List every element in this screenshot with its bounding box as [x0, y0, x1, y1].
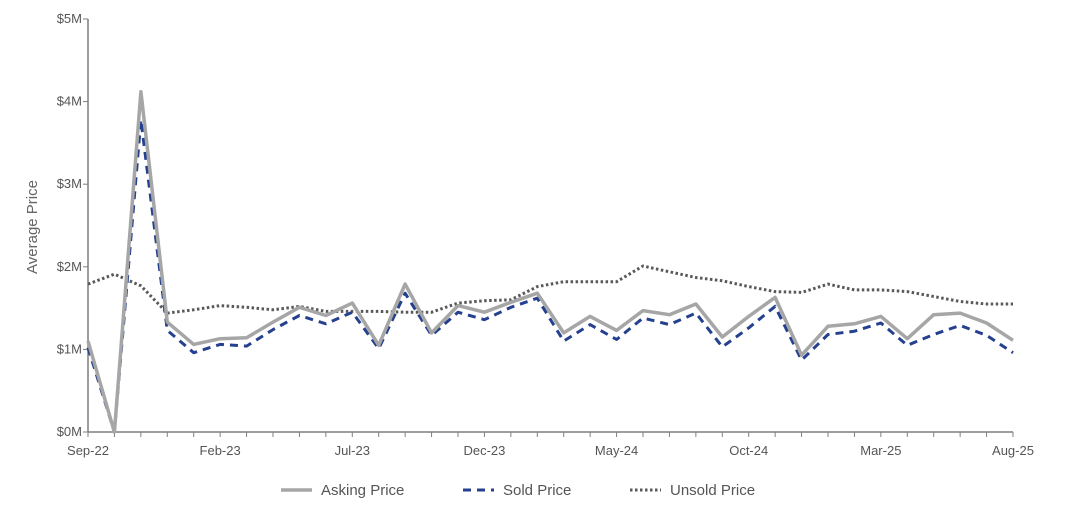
x-tick-label: Oct-24	[729, 443, 768, 458]
series-line-sold-price	[86, 118, 1014, 434]
legend-label-asking-price: Asking Price	[321, 482, 404, 499]
series-line-asking-price	[86, 89, 1014, 434]
legend-label-unsold-price: Unsold Price	[670, 482, 755, 499]
y-axis: $0M $1M $2M $3M $4M $5M	[57, 11, 89, 439]
y-axis-title: Average Price	[24, 180, 41, 274]
legend: Asking Price Sold Price Unsold Price	[281, 482, 755, 499]
y-tick-label: $0M	[57, 424, 82, 439]
y-tick-label: $4M	[57, 94, 82, 109]
series-lines	[86, 89, 1014, 434]
legend-label-sold-price: Sold Price	[503, 482, 571, 499]
series-line-unsold-price	[87, 264, 1013, 315]
x-axis: Sep-22 Feb-23 Jul-23 Dec-23 May-24 Oct-24 Mar-…	[67, 431, 1034, 458]
y-tick-label: $3M	[57, 176, 82, 191]
x-tick-label: Jul-23	[335, 443, 370, 458]
x-tick-label: Sep-22	[67, 443, 109, 458]
x-tick-label: Mar-25	[860, 443, 901, 458]
y-tick-label: $1M	[57, 341, 82, 356]
x-tick-label: Dec-23	[463, 443, 505, 458]
x-tick-label: May-24	[595, 443, 638, 458]
y-tick-label: $5M	[57, 11, 82, 26]
x-tick-label: Aug-25	[992, 443, 1034, 458]
y-tick-label: $2M	[57, 259, 82, 274]
x-tick-label: Feb-23	[200, 443, 241, 458]
